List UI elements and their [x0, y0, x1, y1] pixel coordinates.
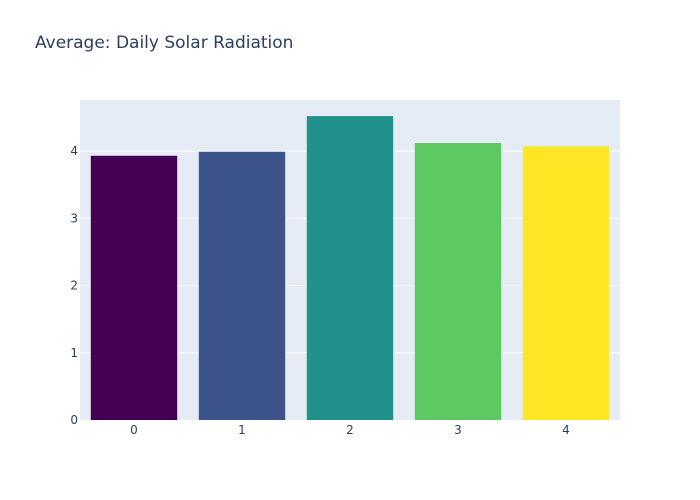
x-axis-tick-labels: 0 1 2 3 4: [130, 423, 570, 437]
bar[interactable]: [306, 116, 394, 420]
chart-title: Average: Daily Solar Radiation: [35, 33, 294, 53]
x-tick-label: 0: [130, 423, 138, 437]
bar[interactable]: [90, 155, 178, 420]
x-tick-label: 4: [562, 423, 570, 437]
x-tick-label: 2: [346, 423, 354, 437]
y-tick-label: 2: [70, 279, 78, 293]
x-tick-label: 1: [238, 423, 246, 437]
x-tick-label: 3: [454, 423, 462, 437]
y-tick-label: 3: [70, 211, 78, 225]
y-axis-tick-labels: 0 1 2 3 4: [70, 144, 78, 427]
y-tick-label: 4: [70, 144, 78, 158]
bar[interactable]: [198, 151, 286, 420]
y-tick-label: 1: [70, 346, 78, 360]
bars: [90, 116, 610, 421]
bar[interactable]: [414, 143, 502, 420]
bar[interactable]: [522, 146, 610, 421]
y-tick-label: 0: [70, 413, 78, 427]
